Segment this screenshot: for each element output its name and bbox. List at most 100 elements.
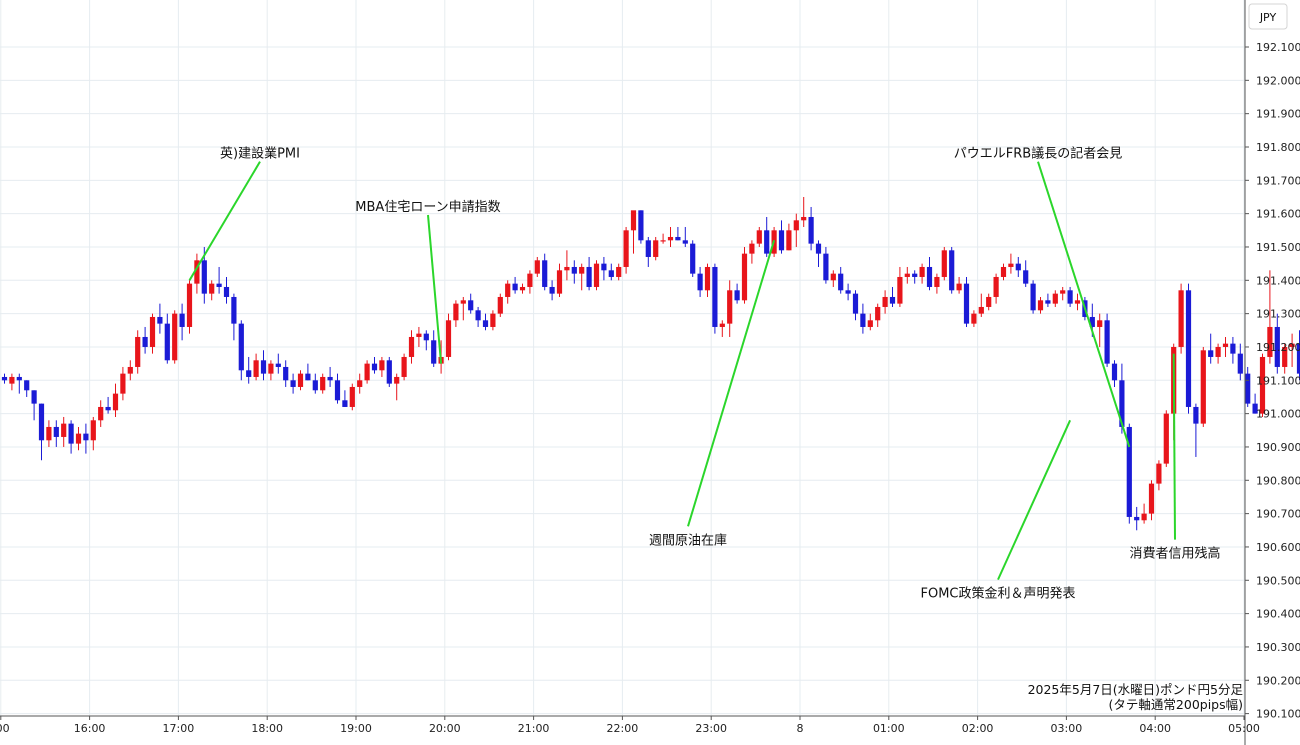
bearish-candle-body bbox=[601, 263, 607, 271]
bearish-candle-body bbox=[1245, 373, 1251, 404]
price-axis: 192.100 192.000 191.900 191.800 191.700 191.6… bbox=[1245, 41, 1300, 721]
bullish-candle-body bbox=[186, 283, 193, 327]
bullish-candle-body bbox=[1178, 290, 1184, 347]
bullish-candle-body bbox=[519, 286, 526, 291]
bullish-candle-body bbox=[564, 266, 570, 271]
bullish-candle-body bbox=[253, 360, 259, 377]
bearish-candle-body bbox=[231, 296, 237, 324]
bullish-candle-body bbox=[120, 373, 126, 394]
bullish-candle-body bbox=[112, 393, 119, 411]
bearish-candle-body bbox=[327, 376, 333, 381]
annotation-leader-line bbox=[997, 419, 1072, 581]
bearish-candle-body bbox=[512, 283, 518, 291]
annotation-label: MBA住宅ローン申請指数 bbox=[355, 200, 500, 215]
bullish-candle-body bbox=[749, 243, 755, 254]
bullish-candle-body bbox=[978, 306, 984, 314]
y-tick-label: 191.200 bbox=[1256, 341, 1300, 354]
bearish-candle-body bbox=[386, 360, 392, 384]
bearish-candle-body bbox=[1045, 300, 1051, 304]
bearish-candle-body bbox=[260, 360, 267, 374]
bearish-candle-body bbox=[1030, 283, 1036, 311]
bullish-candle-body bbox=[1074, 300, 1081, 304]
chart-caption-line1: 2025年5月7日(水曜日)ポンド円5分足 bbox=[1028, 682, 1244, 697]
bullish-candle-body bbox=[534, 260, 540, 274]
bearish-candle-body bbox=[371, 363, 378, 371]
bullish-candle-body bbox=[741, 253, 748, 301]
bullish-candle-body bbox=[135, 336, 141, 367]
bullish-candle-body bbox=[801, 216, 807, 221]
x-tick-label: 19:00 bbox=[340, 722, 372, 735]
time-axis: :00 16:00 17:00 18:00 19:00 20:00 21:00 22:00 23… bbox=[0, 716, 1260, 735]
bullish-candle-body bbox=[490, 313, 496, 327]
bullish-candle-body bbox=[1008, 263, 1014, 267]
bullish-candle-body bbox=[1200, 350, 1206, 424]
bearish-candle-body bbox=[608, 270, 614, 277]
y-tick-label: 190.400 bbox=[1256, 608, 1300, 621]
bearish-candle-body bbox=[179, 313, 185, 327]
bullish-candle-body bbox=[497, 296, 503, 314]
bearish-candle-body bbox=[1274, 326, 1280, 367]
bullish-candle-body bbox=[630, 210, 637, 231]
y-tick-label: 190.300 bbox=[1256, 641, 1300, 654]
bearish-candle-body bbox=[31, 390, 37, 404]
bullish-candle-body bbox=[445, 320, 452, 357]
bearish-candle-body bbox=[889, 296, 896, 304]
bullish-candle-body bbox=[727, 290, 733, 324]
bullish-candle-body bbox=[579, 266, 585, 274]
bearish-candle-body bbox=[290, 380, 296, 387]
bullish-candle-body bbox=[98, 406, 104, 421]
bearish-candle-body bbox=[778, 230, 785, 251]
annotation-leader-line bbox=[1037, 161, 1131, 448]
bearish-candle-body bbox=[283, 366, 289, 381]
bullish-candle-body bbox=[149, 316, 156, 347]
bullish-candle-body bbox=[127, 366, 133, 374]
bullish-candle-body bbox=[1267, 326, 1273, 357]
bullish-candle-body bbox=[719, 323, 725, 327]
bullish-candle-body bbox=[1097, 320, 1103, 327]
bearish-candle-body bbox=[712, 266, 718, 327]
x-tick-label: 18:00 bbox=[251, 722, 283, 735]
bearish-candle-body bbox=[16, 376, 22, 381]
bearish-candle-body bbox=[764, 230, 770, 254]
bearish-candle-body bbox=[963, 283, 970, 324]
bullish-candle-body bbox=[986, 296, 992, 307]
annotation-leader-line bbox=[427, 214, 443, 364]
bullish-candle-body bbox=[793, 220, 799, 231]
x-tick-label: 01:00 bbox=[873, 722, 905, 735]
bearish-candle-body bbox=[1237, 353, 1243, 374]
annotation-leader-line bbox=[1172, 353, 1176, 540]
bullish-candle-body bbox=[830, 273, 836, 281]
bearish-candle-body bbox=[216, 283, 222, 287]
bearish-candle-body bbox=[645, 240, 651, 257]
bearish-candle-body bbox=[105, 406, 111, 411]
bearish-candle-body bbox=[164, 323, 170, 361]
bullish-candle-body bbox=[1060, 290, 1066, 294]
bullish-candle-body bbox=[75, 433, 82, 444]
currency-badge bbox=[1248, 3, 1288, 30]
annotation-label: パウエルFRB議長の記者会見 bbox=[954, 146, 1122, 162]
bullish-candle-body bbox=[61, 423, 67, 437]
x-tick-label: :00 bbox=[0, 722, 10, 735]
bullish-candle-body bbox=[505, 283, 511, 297]
bullish-candle-body bbox=[1148, 483, 1155, 514]
bullish-candle-body bbox=[956, 283, 962, 291]
bearish-candle-body bbox=[845, 290, 851, 294]
bearish-candle-body bbox=[675, 236, 681, 241]
bearish-candle-body bbox=[1119, 380, 1125, 427]
bearish-candle-body bbox=[690, 243, 696, 274]
bullish-candle-body bbox=[408, 336, 415, 357]
y-tick-label: 190.800 bbox=[1256, 474, 1300, 487]
bullish-candle-body bbox=[357, 380, 363, 387]
bearish-candle-body bbox=[312, 380, 318, 391]
bearish-candle-body bbox=[823, 253, 829, 281]
bullish-candle-body bbox=[1037, 300, 1044, 311]
bullish-candle-body bbox=[934, 276, 940, 287]
y-tick-label: 191.800 bbox=[1256, 141, 1300, 154]
bullish-candle-body bbox=[653, 240, 659, 257]
bearish-candle-body bbox=[53, 426, 59, 437]
x-tick-label: 22:00 bbox=[607, 722, 639, 735]
bullish-candle-body bbox=[1141, 513, 1147, 521]
bearish-candle-body bbox=[1134, 516, 1140, 521]
